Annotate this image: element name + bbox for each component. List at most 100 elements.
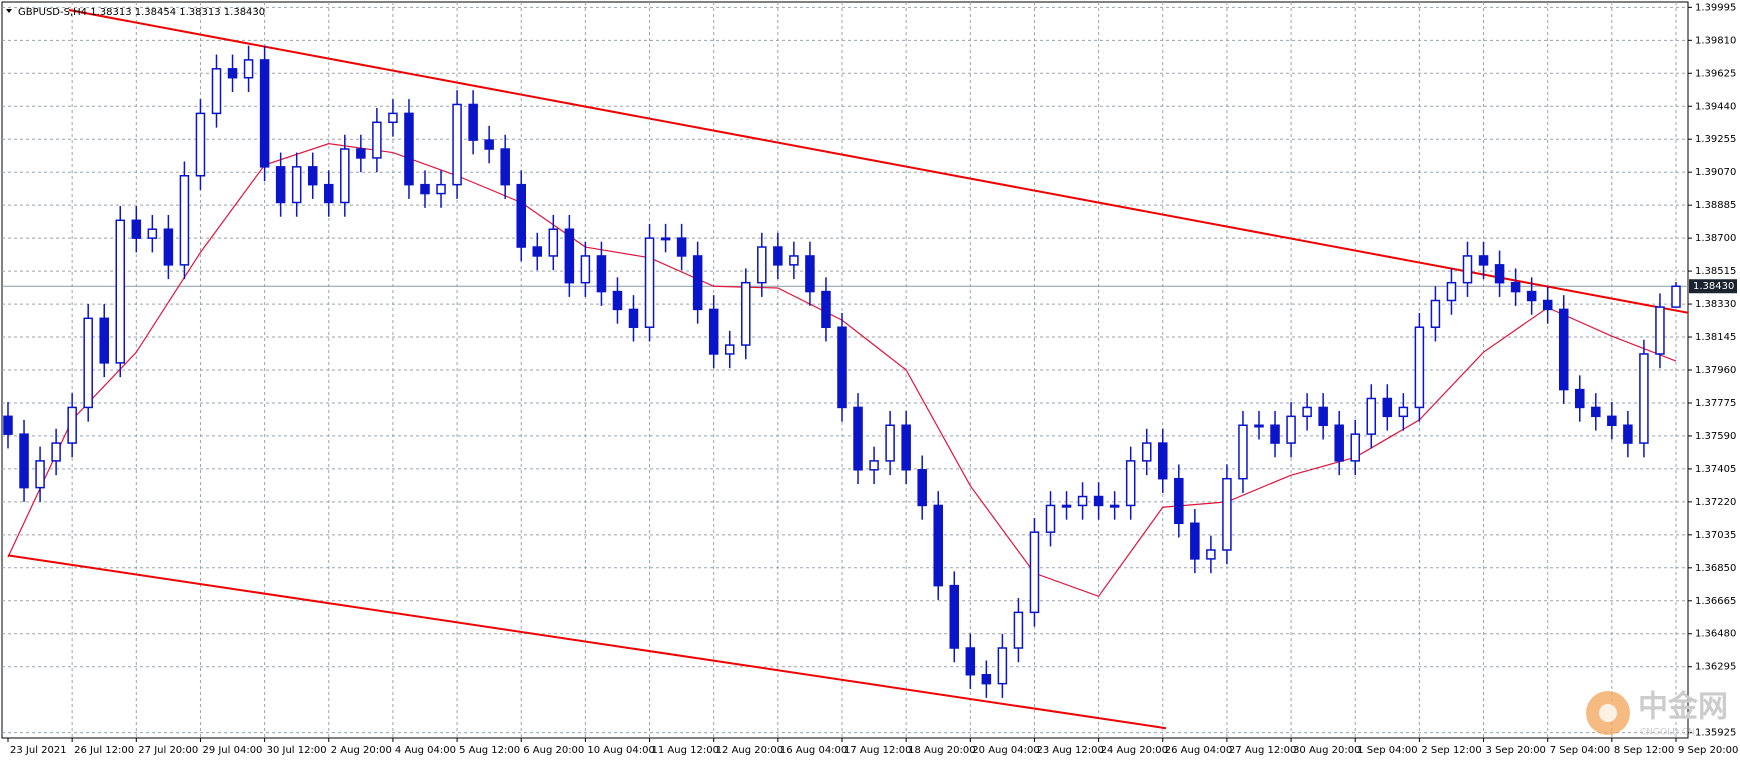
y-tick-label: 1.37220 <box>1695 497 1736 508</box>
candle-body <box>259 59 270 168</box>
candle-body <box>1286 415 1296 444</box>
candle-body <box>1478 255 1489 266</box>
x-tick-label: 2 Aug 20:00 <box>331 745 392 756</box>
y-tick-label: 1.38700 <box>1695 233 1736 244</box>
x-tick-label: 26 Aug 04:00 <box>1165 745 1232 756</box>
candle-body <box>1494 264 1505 284</box>
candle-body <box>179 175 190 266</box>
candle-body <box>997 647 1008 685</box>
y-tick-label: 1.39070 <box>1695 167 1736 178</box>
candle-body <box>596 255 607 293</box>
candle-body <box>805 255 815 293</box>
x-tick-label: 30 Jul 12:00 <box>267 745 327 756</box>
candle-body <box>1109 504 1120 508</box>
candle-body <box>1623 424 1633 444</box>
candle-body <box>1270 424 1280 444</box>
candle-body <box>500 148 510 186</box>
candle-body <box>291 166 302 204</box>
x-tick-label: 18 Aug 20:00 <box>908 745 975 756</box>
candle-body <box>3 415 13 435</box>
x-tick-label: 23 Jul 2021 <box>10 745 67 756</box>
watermark-name: 中金网 <box>1638 690 1728 725</box>
candle-body <box>1510 281 1521 293</box>
candle-body <box>147 228 158 239</box>
candle-body <box>324 183 334 204</box>
x-tick-label: 10 Aug 04:00 <box>587 745 654 756</box>
candle-body <box>516 183 526 248</box>
x-tick-label: 4 Aug 04:00 <box>395 745 456 756</box>
candle-body <box>1542 299 1553 311</box>
y-tick-label: 1.39625 <box>1695 68 1736 79</box>
x-tick-label: 3 Sep 20:00 <box>1486 745 1546 756</box>
y-tick-label: 1.36295 <box>1695 662 1736 673</box>
candle-body <box>1174 477 1184 525</box>
candle-body <box>484 139 494 150</box>
y-tick-label: 1.38885 <box>1695 200 1736 211</box>
x-tick-label: 1 Sep 04:00 <box>1357 745 1417 756</box>
candle-body <box>1222 477 1232 551</box>
candle-body <box>981 673 992 685</box>
candle-body <box>436 183 446 195</box>
candle-body <box>1382 397 1393 418</box>
candle-body <box>35 460 45 489</box>
y-tick-label: 1.35925 <box>1695 728 1736 739</box>
candle-body <box>933 504 943 587</box>
y-tick-label: 1.36850 <box>1695 563 1736 574</box>
axis: 1.39995 1.39810 1.39625 1.39440 1.39255 1.390… <box>7 2 1738 756</box>
candle-body <box>99 317 109 364</box>
y-tick-label: 1.39440 <box>1695 101 1736 112</box>
candle-body <box>340 148 350 204</box>
candle-body <box>564 228 575 284</box>
candle-body <box>1526 290 1537 302</box>
y-tick-label: 1.37775 <box>1695 398 1736 409</box>
candle-body <box>1029 531 1040 614</box>
candle-body <box>1141 442 1152 462</box>
candle-body <box>741 281 751 346</box>
current-price-label: 1.38430 <box>1693 281 1734 292</box>
candle-body <box>1238 424 1248 480</box>
x-tick-label: 23 Aug 12:00 <box>1036 745 1103 756</box>
y-tick-label: 1.39995 <box>1695 2 1736 13</box>
candle-body <box>131 219 142 239</box>
candle-body <box>853 406 863 471</box>
y-tick-label: 1.37405 <box>1695 464 1736 475</box>
candle-body <box>1414 326 1425 409</box>
candle-body <box>1558 308 1569 391</box>
title-arrow <box>6 9 12 13</box>
candle-body <box>211 68 222 115</box>
candle-body <box>452 103 462 186</box>
candle-body <box>1462 255 1473 284</box>
candle-body <box>1591 406 1601 418</box>
candle-body <box>1334 424 1344 462</box>
candle-body <box>708 308 719 355</box>
y-tick-label: 1.38330 <box>1695 299 1736 310</box>
candle-body <box>1366 397 1377 435</box>
x-tick-label: 26 Jul 12:00 <box>74 745 134 756</box>
current-price-box <box>1689 279 1737 294</box>
candle-body <box>115 219 126 364</box>
candle-body <box>307 166 318 186</box>
candle-body <box>885 424 895 462</box>
y-tick-label: 1.38145 <box>1695 332 1736 343</box>
candle-body <box>1398 406 1409 418</box>
candle-body <box>676 237 687 257</box>
candle-body <box>1350 433 1360 462</box>
candle-body <box>19 433 29 489</box>
candle-body <box>1093 495 1104 507</box>
x-tick-label: 5 Aug 12:00 <box>459 745 520 756</box>
candle-body <box>372 121 382 159</box>
y-tick-label: 1.39255 <box>1695 134 1736 145</box>
candle-body <box>1639 353 1649 444</box>
x-tick-label: 27 Jul 20:00 <box>138 745 198 756</box>
candle-body <box>660 237 671 241</box>
x-tick-label: 17 Aug 12:00 <box>844 745 911 756</box>
candle-body <box>1671 285 1681 308</box>
candle-body <box>163 228 174 266</box>
candle-body <box>917 469 927 507</box>
logo-inner <box>1599 704 1617 722</box>
candle-body <box>275 166 286 204</box>
candle-body <box>757 246 767 284</box>
candle-body <box>612 290 623 311</box>
y-tick-label: 1.37590 <box>1695 431 1736 442</box>
